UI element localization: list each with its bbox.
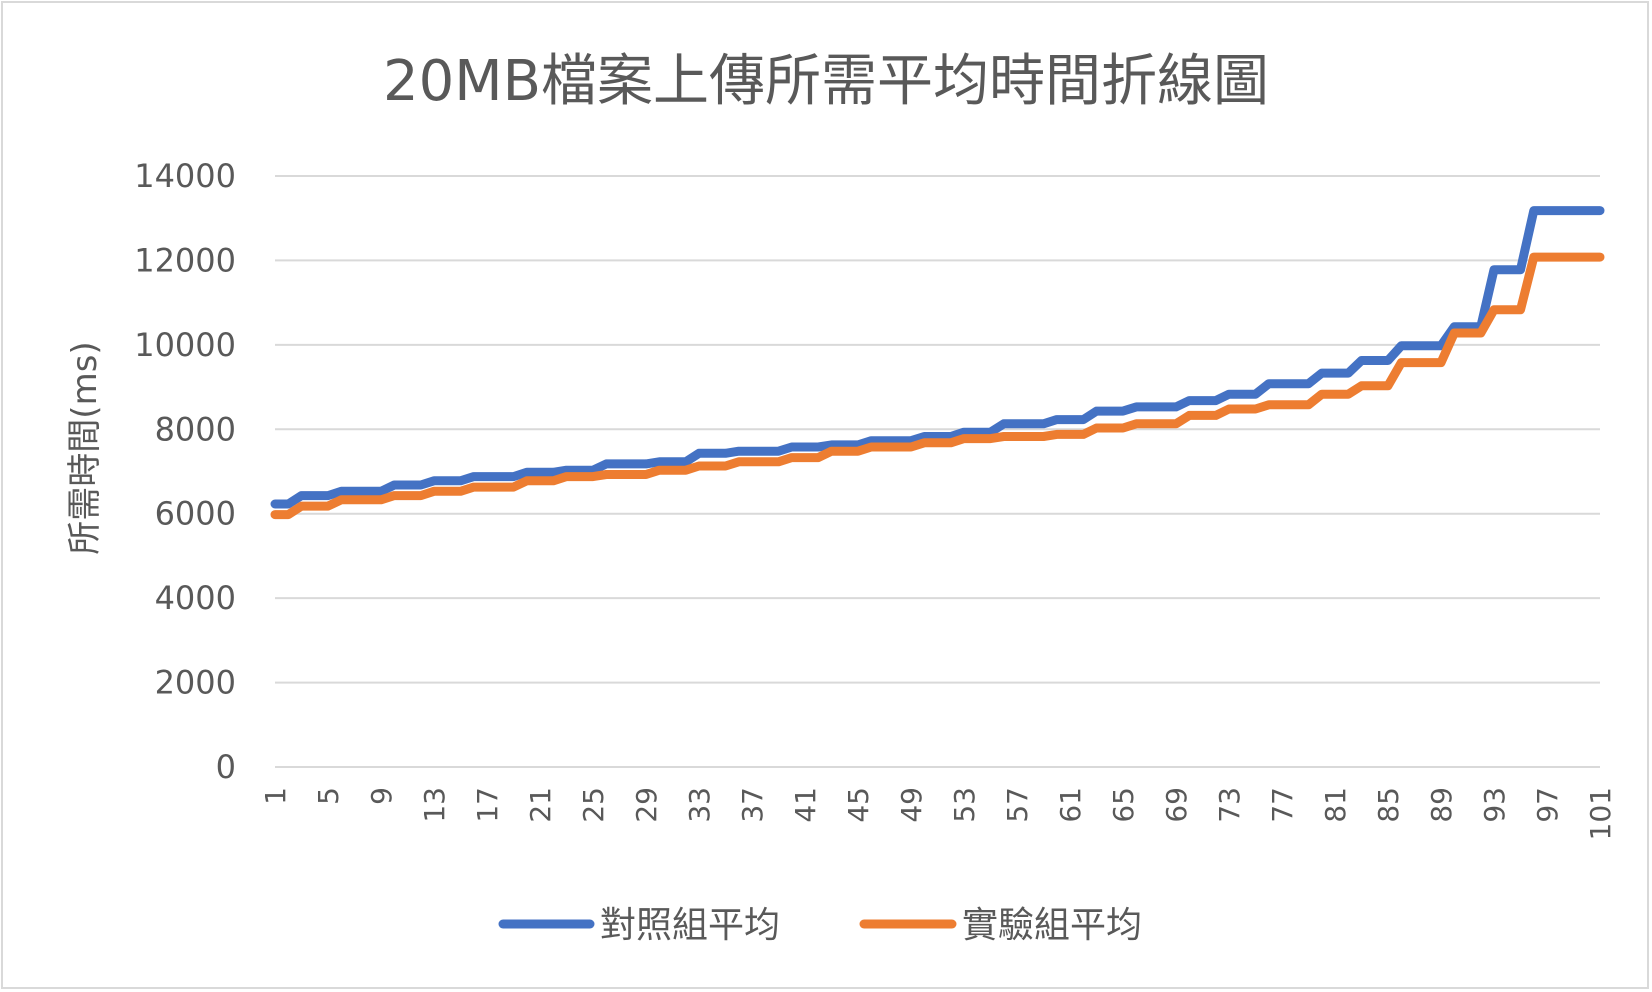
- x-tick-label: 77: [1266, 787, 1299, 823]
- x-tick-label: 73: [1213, 787, 1246, 823]
- x-tick-label: 53: [948, 787, 981, 823]
- series-line-0: [270, 206, 1605, 509]
- legend-label-control: 對照組平均: [600, 905, 780, 946]
- x-tick-label: 89: [1425, 787, 1458, 823]
- x-tick-label: 65: [1107, 787, 1140, 823]
- legend: 對照組平均 實驗組平均: [498, 905, 1142, 946]
- x-tick-label: 85: [1372, 787, 1405, 823]
- x-tick-label: 101: [1584, 787, 1617, 840]
- y-tick-label: 0: [216, 748, 236, 786]
- x-tick-label: 17: [471, 787, 504, 823]
- y-axis-label: 所需時間(ms): [65, 341, 105, 554]
- x-tick-label: 9: [365, 787, 398, 805]
- x-tick-label: 57: [1001, 787, 1034, 823]
- x-tick-label: 69: [1160, 787, 1193, 823]
- x-tick-label: 21: [524, 787, 557, 823]
- legend-label-experiment: 實驗組平均: [962, 905, 1142, 946]
- x-tick-label: 29: [630, 787, 663, 823]
- y-tick-label: 4000: [155, 579, 236, 617]
- y-tick-label: 10000: [134, 326, 236, 364]
- x-tick-label: 49: [895, 787, 928, 823]
- y-tick-label: 8000: [155, 410, 236, 448]
- x-tick-label: 1: [259, 787, 292, 805]
- x-tick-label: 61: [1054, 787, 1087, 823]
- x-tick-label: 13: [418, 787, 451, 823]
- y-tick-label: 14000: [134, 157, 236, 195]
- x-tick-label: 5: [312, 787, 345, 805]
- x-tick-label: 93: [1478, 787, 1511, 823]
- x-tick-label: 37: [736, 787, 769, 823]
- x-tick-label: 33: [683, 787, 716, 823]
- y-tick-label: 6000: [155, 495, 236, 533]
- x-tick-label: 81: [1319, 787, 1352, 823]
- x-tick-label: 25: [577, 787, 610, 823]
- x-tick-label: 45: [842, 787, 875, 823]
- x-tick-label: 97: [1531, 787, 1564, 823]
- series-line-1: [270, 252, 1605, 520]
- x-axis-ticks: 1 5 9 13 17 21 25 29 33 37 41 45 49 53 57 61 65 69 73 77 81 8…: [259, 787, 1617, 840]
- chart-title: 20MB檔案上傳所需平均時間折線圖: [383, 49, 1269, 114]
- y-tick-label: 2000: [155, 664, 236, 702]
- y-tick-label: 12000: [134, 241, 236, 279]
- y-axis-ticks: 0 2000 4000 6000 8000 10000 12000 14000: [134, 157, 236, 786]
- series-lines: [270, 206, 1605, 520]
- x-tick-label: 41: [789, 787, 822, 823]
- gridlines: [275, 175, 1600, 768]
